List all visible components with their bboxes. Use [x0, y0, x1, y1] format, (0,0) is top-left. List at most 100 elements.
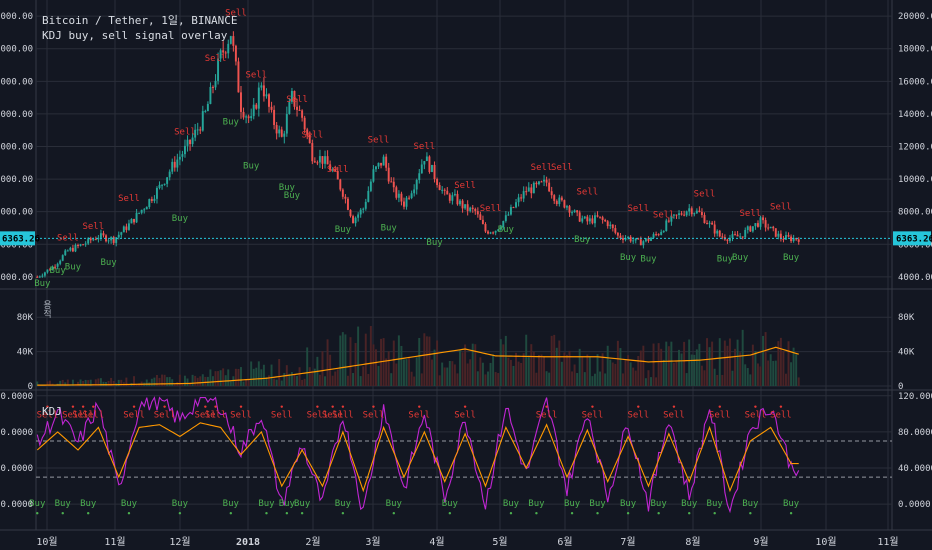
candle-body — [194, 129, 197, 138]
candle-body — [397, 193, 400, 198]
candle-body — [352, 216, 355, 224]
volume-bar — [555, 347, 558, 386]
kdj-buy-label: Buy — [742, 499, 759, 509]
volume-bar — [66, 379, 69, 386]
kdj-sell-label: Sell — [582, 410, 604, 420]
price-tick-right: 18000.00 — [898, 45, 932, 55]
volume-bar — [217, 371, 220, 386]
candle-body — [324, 156, 326, 164]
volume-bar — [308, 367, 311, 386]
volume-bar — [545, 371, 548, 386]
sell-signal-label: Sell — [414, 142, 436, 152]
volume-bar — [784, 373, 787, 386]
candle-body — [487, 231, 489, 234]
volume-bar — [105, 381, 107, 386]
volume-bar — [168, 377, 171, 386]
candle-body — [155, 187, 158, 199]
candle-body — [443, 189, 446, 191]
volume-bar — [634, 370, 637, 386]
buy-signal-label: Buy — [783, 253, 800, 263]
volume-bar — [772, 360, 775, 386]
volume-bar — [199, 376, 202, 386]
candle-body — [385, 156, 388, 168]
candle-body — [700, 212, 703, 216]
sell-signal-label: Sell — [174, 127, 196, 137]
price-tick-right: 8000.00 — [898, 208, 932, 218]
candle-body — [756, 223, 759, 227]
kdj-sell-label: Sell — [205, 410, 227, 420]
volume-bar — [150, 378, 153, 386]
volume-tick-right: 80K — [898, 313, 915, 323]
candle-body — [431, 164, 433, 172]
kdj-sell-dot — [754, 405, 757, 408]
volume-bar — [723, 340, 726, 386]
sell-signal-label: Sell — [327, 165, 349, 175]
candle-body — [721, 236, 724, 238]
volume-bar — [346, 375, 349, 386]
volume-bar — [504, 335, 507, 386]
volume-bar — [517, 361, 520, 386]
volume-bar — [99, 378, 102, 386]
candle-body — [540, 181, 543, 183]
volume-bar — [762, 335, 765, 386]
volume-bar — [196, 377, 199, 386]
kdj-sell-dot — [163, 405, 166, 408]
candle-body — [502, 220, 505, 228]
kdj-label[interactable]: KDJ — [42, 405, 62, 418]
kdj-sell-label: Sell — [82, 410, 104, 420]
candle-body — [138, 212, 141, 214]
sell-signal-label: Sell — [225, 8, 247, 18]
volume-bar — [125, 377, 128, 386]
volume-bar — [344, 334, 347, 386]
candle-body — [173, 161, 176, 168]
volume-bar — [530, 344, 533, 386]
candle-body — [92, 239, 95, 241]
study-title[interactable]: KDJ buy, sell signal overlay — [42, 29, 228, 42]
candle-body — [339, 179, 342, 190]
kdj-sell-dot — [204, 405, 207, 408]
kdj-tick-right: 120.0000 — [898, 392, 932, 402]
candle-body — [227, 43, 230, 54]
candle-body — [713, 224, 716, 234]
candle-body — [112, 237, 115, 243]
candle-body — [555, 200, 558, 205]
volume-bar — [425, 336, 428, 386]
volume-bar — [451, 361, 454, 386]
candle-body — [573, 210, 576, 213]
sell-signal-label: Sell — [577, 188, 599, 198]
volume-bar — [306, 347, 309, 386]
candle-body — [492, 232, 495, 234]
candle-body — [560, 197, 563, 201]
candle-body — [364, 201, 367, 209]
volume-bar — [395, 363, 398, 386]
sell-signal-label: Sell — [694, 189, 716, 199]
candle-body — [509, 207, 512, 215]
volume-bar — [708, 347, 711, 386]
candle-body — [38, 276, 41, 278]
volume-bar — [211, 376, 214, 386]
candle-body — [708, 222, 711, 224]
volume-bar — [382, 338, 385, 386]
candle-body — [736, 234, 739, 237]
volume-bar — [163, 374, 166, 386]
volume-bar — [609, 359, 612, 386]
candle-body — [191, 137, 194, 145]
volume-bar — [790, 362, 793, 386]
kdj-sell-label: Sell — [72, 410, 94, 420]
volume-bar — [787, 341, 790, 386]
sell-signal-label: Sell — [480, 204, 502, 214]
candle-body — [59, 260, 62, 264]
kdj-sell-dot — [331, 405, 334, 408]
current-price-tag-left — [0, 231, 35, 246]
volume-bar — [515, 352, 517, 386]
price-tick-right: 14000.00 — [898, 110, 932, 120]
volume-bar — [520, 362, 523, 386]
candle-body — [115, 237, 118, 243]
candle-body — [571, 212, 574, 214]
buy-signal-label: Buy — [717, 255, 734, 265]
candle-body — [474, 208, 477, 212]
candle-body — [461, 200, 464, 209]
symbol-title[interactable]: Bitcoin / Tether, 1일, BINANCE — [42, 14, 238, 27]
candle-body — [672, 214, 675, 216]
